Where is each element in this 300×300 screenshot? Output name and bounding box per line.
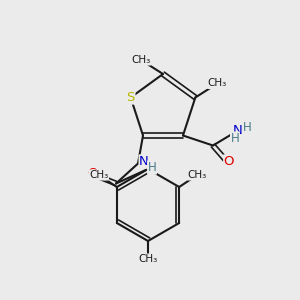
Text: CH₃: CH₃ [138,254,158,264]
Text: H: H [231,132,239,145]
Text: CH₃: CH₃ [89,170,108,180]
Text: H: H [243,121,251,134]
Text: O: O [224,155,234,168]
Text: CH₃: CH₃ [131,55,151,65]
Text: CH₃: CH₃ [208,79,227,88]
Text: N: N [139,155,149,168]
Text: H: H [148,161,156,174]
Text: N: N [233,124,243,137]
Text: S: S [127,91,135,104]
Text: CH₃: CH₃ [188,170,207,180]
Text: O: O [87,167,97,180]
